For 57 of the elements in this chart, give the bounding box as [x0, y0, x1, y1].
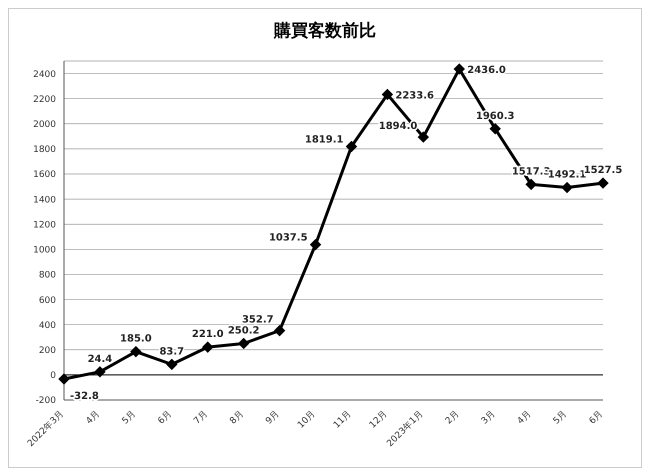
y-tick-label: 2400: [33, 70, 56, 80]
point: [418, 132, 429, 143]
point: [274, 325, 286, 336]
x-tick-label: 4月: [84, 409, 102, 427]
x-tick-label: 2月: [444, 409, 462, 427]
x-tick-label: 3月: [480, 409, 498, 427]
point: [382, 88, 393, 100]
data-label: 352.7: [242, 314, 274, 326]
y-tick-label: 1000: [33, 246, 56, 256]
data-label: 250.2: [228, 325, 260, 336]
x-tick-label: 5月: [120, 409, 138, 427]
y-tick-label: 200: [38, 346, 56, 356]
x-tick-label: 7月: [192, 409, 210, 427]
x-tick-label: 10月: [296, 409, 318, 431]
data-label: 1492.1: [548, 170, 586, 181]
y-tick-label: 0: [50, 371, 56, 382]
point: [238, 338, 250, 349]
point: [562, 182, 573, 194]
x-tick-label: 5月: [552, 409, 570, 427]
y-tick-label: 1600: [33, 170, 56, 180]
x-tick-label: 11月: [332, 409, 354, 431]
point: [598, 178, 608, 189]
point: [130, 346, 142, 358]
point: [490, 123, 501, 134]
x-tick-label: 8月: [228, 409, 246, 427]
y-tick-label: 600: [38, 296, 56, 306]
y-tick-label: 800: [38, 270, 56, 281]
point: [526, 178, 537, 190]
point: [346, 140, 357, 152]
y-tick-label: 1200: [33, 220, 56, 230]
point: [166, 358, 178, 370]
point: [454, 64, 465, 75]
point: [310, 239, 322, 250]
y-tick-label: 2000: [33, 120, 56, 130]
y-tick-label: 2200: [33, 94, 56, 105]
data-label: 83.7: [159, 346, 184, 358]
chart-title: 購買客数前比: [272, 20, 377, 43]
data-label: 221.0: [192, 329, 224, 340]
y-tick-label: 400: [38, 320, 56, 331]
point: [202, 342, 214, 353]
data-label: 2233.6: [395, 90, 434, 102]
x-tick-label: 6月: [156, 409, 174, 427]
y-tick-label: -200: [36, 396, 56, 406]
x-tick-label: 9月: [264, 409, 282, 427]
data-label: 1037.5: [268, 232, 308, 244]
y-tick-label: 1800: [33, 145, 56, 156]
data-label: 1819.1: [304, 134, 344, 146]
x-tick-label: 6月: [588, 409, 606, 427]
x-tick-label: 4月: [516, 409, 534, 427]
data-label: 24.4: [88, 354, 112, 365]
x-tick-label: 12月: [368, 409, 390, 431]
y-tick-label: 1400: [33, 195, 56, 206]
data-label: 2436.0: [467, 65, 506, 76]
data-label: -32.8: [70, 391, 99, 402]
data-label: 185.0: [120, 334, 152, 345]
point: [94, 366, 106, 378]
point: [58, 374, 70, 385]
